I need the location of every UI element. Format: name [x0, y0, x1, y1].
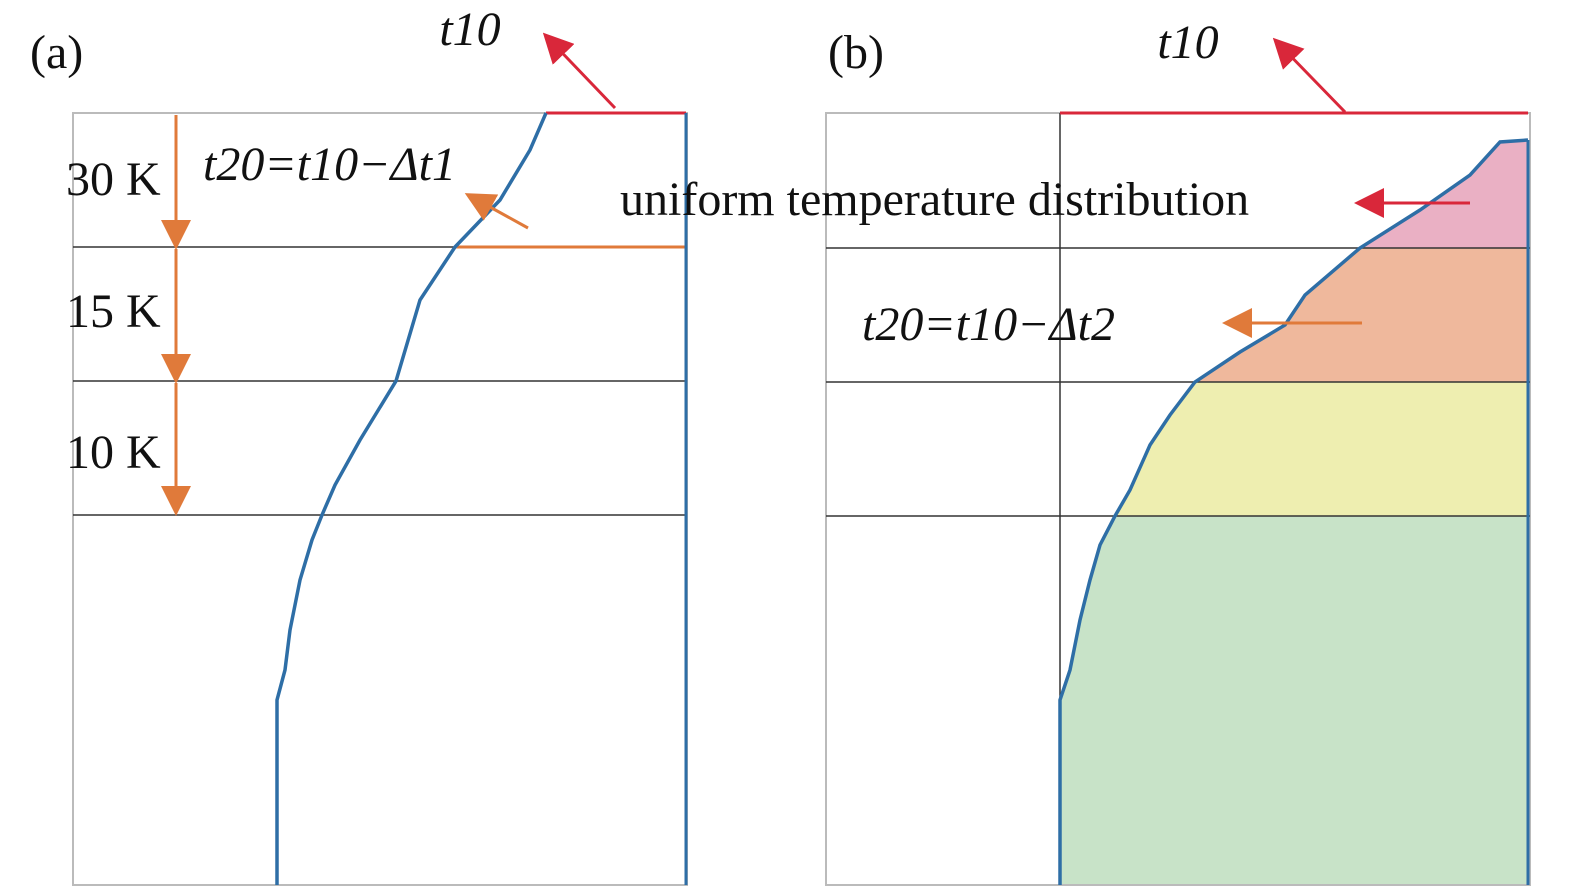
band-label: 15 K [66, 285, 161, 338]
fill-regions [1060, 140, 1528, 885]
panel-b: (b) t10 uniform temperature distribution… [620, 16, 1531, 886]
temperature-curve [1058, 138, 1529, 885]
panel-label: (a) [30, 26, 83, 79]
region [1060, 248, 1528, 382]
arrow [542, 32, 617, 110]
annotation: uniform temperature distribution [620, 173, 1249, 226]
t10-label: t10 [1157, 16, 1218, 69]
panel-a: (a) t10 t20=t10−Δt1 30 K 15 K 10 K [30, 3, 688, 886]
t10-label: t10 [439, 3, 500, 56]
formula: t20=t10−Δt2 [862, 298, 1115, 351]
arrow [1272, 37, 1347, 114]
band-label: 10 K [66, 426, 161, 479]
temperature-curve [275, 112, 548, 885]
region [1060, 382, 1528, 516]
arrow [464, 193, 529, 230]
band-label: 30 K [66, 153, 161, 206]
frame [72, 112, 688, 886]
formula: t20=t10−Δt1 [203, 138, 456, 191]
panel-label: (b) [828, 26, 884, 79]
region [1060, 516, 1528, 885]
